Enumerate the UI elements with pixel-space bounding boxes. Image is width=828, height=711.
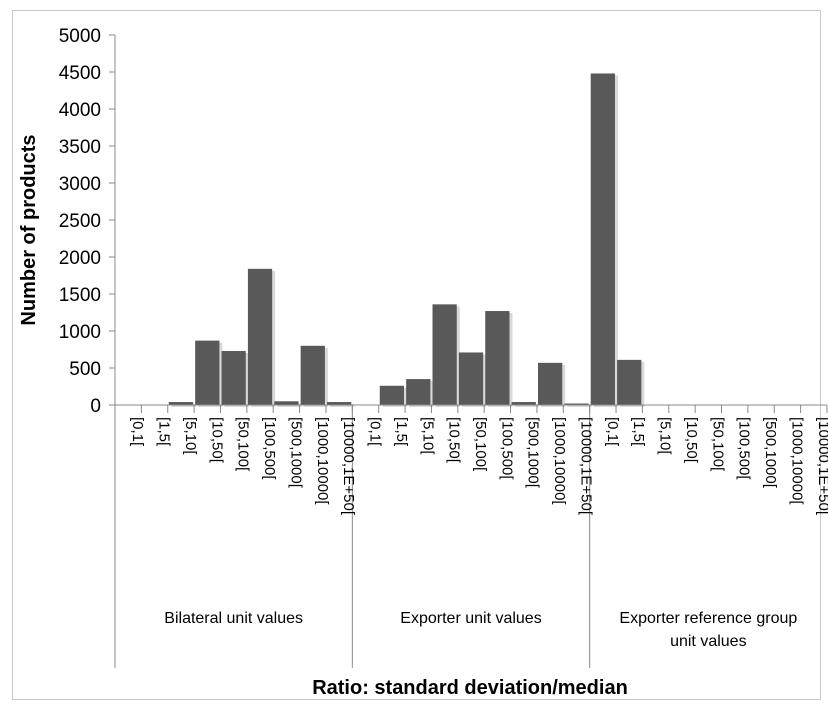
bar-shadow xyxy=(514,404,539,407)
y-tick-label: 5000 xyxy=(59,26,101,47)
x-tick-label: [0,1[ xyxy=(367,417,384,447)
group-label: Exporter unit values xyxy=(400,610,541,627)
x-tick-label: [100,500[ xyxy=(498,417,515,480)
bar xyxy=(458,352,484,405)
bar xyxy=(617,359,642,405)
bar xyxy=(379,385,405,405)
bar xyxy=(485,311,510,405)
group-labels: Bilateral unit values Exporter unit value… xyxy=(164,610,797,650)
x-tick-label: [10000,1E+50[ xyxy=(577,417,594,516)
group-label: unit values xyxy=(670,633,747,650)
x-tick-label: [50,100[ xyxy=(235,417,252,472)
x-tick-label: [1000,10000[ xyxy=(551,417,568,505)
y-tick-label: 0 xyxy=(90,396,101,417)
x-tick-label: [0,1[ xyxy=(129,417,146,447)
group-label: Exporter reference group xyxy=(619,610,797,627)
bar-shadow xyxy=(330,404,355,407)
x-tick-label: [1,5[ xyxy=(156,417,173,447)
chart-frame xyxy=(12,10,821,700)
y-axis-title: Number of products xyxy=(18,134,40,325)
y-tick-label: 4500 xyxy=(59,63,101,84)
x-tick-label: [1,5[ xyxy=(630,417,647,447)
x-tick-label: [1,5[ xyxy=(393,417,410,447)
x-tick-label: [10,50[ xyxy=(208,417,225,464)
bar xyxy=(590,73,615,405)
bar xyxy=(511,402,536,405)
x-tick-label: [10000,1E+50[ xyxy=(340,417,357,516)
y-tick-label: 3500 xyxy=(59,137,101,158)
y-tick-label: 500 xyxy=(69,359,101,380)
bar xyxy=(300,345,325,405)
bar xyxy=(247,268,273,405)
bar xyxy=(168,402,194,405)
y-tick-label: 1500 xyxy=(59,285,101,306)
bar-shadow xyxy=(171,404,197,407)
bar xyxy=(221,350,246,405)
bar xyxy=(432,304,457,405)
x-tick-label: [10000,1E+50[ xyxy=(815,417,828,516)
x-tick-label: [10,50[ xyxy=(446,417,463,464)
y-tick-label: 4000 xyxy=(59,100,101,121)
axes xyxy=(114,35,828,668)
x-tick-label: [5,10[ xyxy=(657,417,674,455)
x-tick-label: [500,1000[ xyxy=(525,417,542,489)
bar xyxy=(195,340,220,405)
category-labels: [0,1[ [1,5[ [5,10[ [10,50[ [50,100[ [100,500[… xyxy=(129,417,828,516)
x-tick-label: [500,1000[ xyxy=(287,417,304,489)
y-tick-label: 2500 xyxy=(59,211,101,232)
x-tick-label: [1000,10000[ xyxy=(314,417,331,505)
bars xyxy=(168,73,645,407)
bar-shadow xyxy=(567,405,592,407)
x-tick-label: [500,1000[ xyxy=(762,417,779,489)
x-tick-label: [1000,10000[ xyxy=(788,417,805,505)
x-tick-label: [5,10[ xyxy=(419,417,436,455)
x-tick-label: [100,500[ xyxy=(261,417,278,480)
group-label: Bilateral unit values xyxy=(164,610,303,627)
x-tick-label: [0,1[ xyxy=(604,417,621,447)
x-tick-label: [100,500[ xyxy=(736,417,753,480)
bar xyxy=(274,401,299,405)
bar xyxy=(537,362,563,405)
x-axis-title: Ratio: standard deviation/median xyxy=(312,677,628,699)
bar xyxy=(406,379,431,405)
y-tick-label: 1000 xyxy=(59,322,101,343)
bar xyxy=(327,402,352,405)
y-axis-ticks: 0 500 1000 1500 2000 2500 3000 3500 4000 4500 5000 xyxy=(59,26,115,417)
x-tick-label: [5,10[ xyxy=(182,417,199,455)
x-tick-label: [10,50[ xyxy=(683,417,700,464)
x-tick-label: [50,100[ xyxy=(472,417,489,472)
x-tick-label: [50,100[ xyxy=(709,417,726,472)
bar xyxy=(564,403,589,405)
y-tick-label: 3000 xyxy=(59,174,101,195)
y-tick-label: 2000 xyxy=(59,248,101,269)
